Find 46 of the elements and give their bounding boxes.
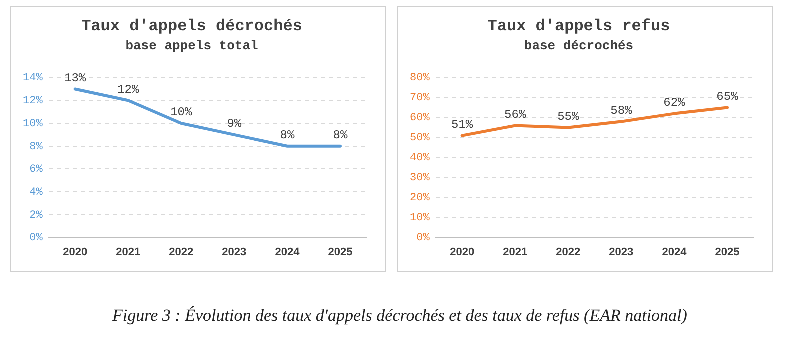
chart-title: Taux d'appels décrochés bbox=[82, 18, 302, 36]
caption: Figure 3 : Évolution des taux d'appels décrochés et des taux de refus (EAR national) bbox=[112, 306, 688, 326]
y-tick-label: 6% bbox=[30, 164, 44, 176]
data-label: 10% bbox=[170, 106, 193, 120]
data-label: 13% bbox=[64, 71, 87, 86]
y-tick-label: 8% bbox=[30, 141, 44, 154]
data-label: 9% bbox=[227, 117, 242, 132]
data-label: 51% bbox=[452, 118, 474, 132]
x-tick-label: 2020 bbox=[63, 246, 88, 258]
y-tick-label: 2% bbox=[30, 210, 44, 222]
data-label: 12% bbox=[118, 82, 140, 97]
data-label: 58% bbox=[610, 104, 634, 118]
y-tick-label: 0% bbox=[30, 232, 44, 245]
x-tick-label: 2024 bbox=[275, 246, 301, 258]
data-label: 8% bbox=[333, 128, 348, 143]
y-tick-label: 10% bbox=[22, 118, 44, 130]
y-tick-label: 0% bbox=[416, 232, 430, 245]
data-label: 62% bbox=[664, 96, 686, 110]
x-tick-label: 2021 bbox=[503, 246, 528, 258]
x-tick-label: 2025 bbox=[715, 246, 740, 258]
y-tick-label: 80% bbox=[410, 72, 430, 85]
y-tick-label: 12% bbox=[22, 96, 44, 108]
x-tick-label: 2021 bbox=[116, 246, 141, 258]
y-tick-label: 70% bbox=[410, 92, 430, 105]
y-tick-label: 30% bbox=[410, 172, 430, 185]
x-tick-label: 2025 bbox=[328, 246, 353, 258]
y-tick-label: 50% bbox=[410, 132, 430, 145]
x-tick-label: 2023 bbox=[609, 246, 634, 258]
data-label: 65% bbox=[716, 90, 740, 104]
x-tick-label: 2022 bbox=[556, 246, 581, 258]
y-tick-label: 14% bbox=[22, 72, 44, 85]
y-tick-label: 10% bbox=[410, 212, 430, 225]
x-tick-label: 2020 bbox=[450, 246, 475, 258]
y-tick-label: 40% bbox=[410, 152, 430, 165]
x-tick-label: 2022 bbox=[169, 246, 194, 258]
chart-title: Taux d'appels refus bbox=[488, 18, 670, 36]
data-label: 8% bbox=[280, 128, 296, 143]
y-tick-label: 4% bbox=[30, 186, 44, 199]
x-tick-label: 2023 bbox=[222, 246, 247, 258]
y-tick-label: 20% bbox=[410, 192, 430, 205]
data-label: 56% bbox=[504, 108, 527, 122]
x-tick-label: 2024 bbox=[662, 246, 688, 258]
chart-subtitle: base appels total bbox=[126, 38, 259, 54]
y-tick-label: 60% bbox=[410, 112, 430, 125]
data-label: 55% bbox=[558, 110, 580, 124]
chart-subtitle: base décrochés bbox=[524, 38, 634, 54]
